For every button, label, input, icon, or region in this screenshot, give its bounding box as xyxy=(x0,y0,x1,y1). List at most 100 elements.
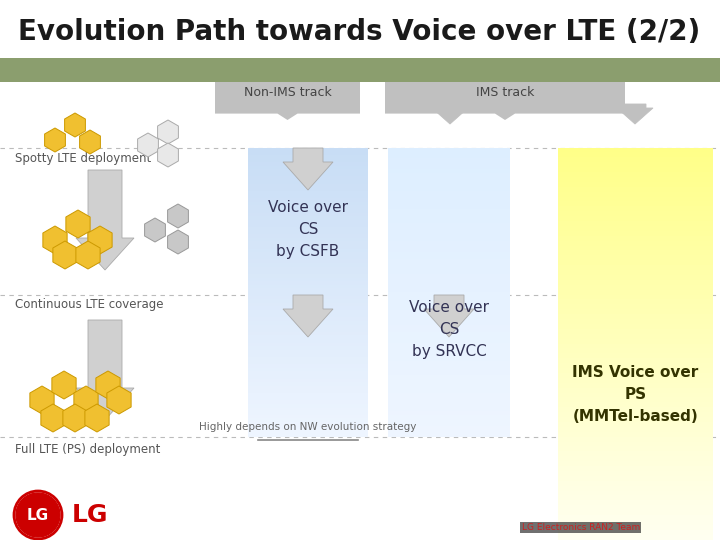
Text: Continuous LTE coverage: Continuous LTE coverage xyxy=(15,298,163,311)
Bar xyxy=(558,437,713,442)
Bar xyxy=(248,151,368,155)
Bar xyxy=(388,245,510,249)
Bar xyxy=(248,350,368,354)
Text: Highly depends on NW evolution strategy: Highly depends on NW evolution strategy xyxy=(199,422,417,432)
Bar xyxy=(388,238,510,242)
Polygon shape xyxy=(80,130,100,154)
Polygon shape xyxy=(145,218,166,242)
Polygon shape xyxy=(76,170,134,270)
Bar xyxy=(248,231,368,235)
Bar xyxy=(248,318,368,321)
Bar xyxy=(388,256,510,260)
Bar xyxy=(248,224,368,227)
Bar xyxy=(248,241,368,246)
Bar xyxy=(388,209,510,213)
Bar xyxy=(248,368,368,372)
Bar xyxy=(388,411,510,415)
Bar xyxy=(248,328,368,332)
Bar xyxy=(248,310,368,314)
Polygon shape xyxy=(53,241,77,269)
Bar xyxy=(388,325,510,329)
Polygon shape xyxy=(65,113,86,137)
Bar xyxy=(248,184,368,188)
Polygon shape xyxy=(138,133,158,157)
Bar xyxy=(248,278,368,282)
Bar xyxy=(248,198,368,202)
Bar xyxy=(248,357,368,361)
Bar xyxy=(248,303,368,307)
Polygon shape xyxy=(158,143,179,167)
Bar xyxy=(388,306,510,310)
Bar xyxy=(558,363,713,368)
Bar xyxy=(248,213,368,217)
Bar xyxy=(388,248,510,253)
Bar xyxy=(558,490,713,496)
Bar xyxy=(248,288,368,293)
Bar xyxy=(248,220,368,224)
Bar xyxy=(248,361,368,365)
Polygon shape xyxy=(30,386,54,414)
Bar xyxy=(248,342,368,347)
Circle shape xyxy=(16,493,60,537)
Bar xyxy=(248,191,368,195)
Bar xyxy=(388,321,510,325)
Bar xyxy=(248,201,368,206)
Circle shape xyxy=(14,491,62,539)
Text: IMS Voice over
PS
(MMTel-based): IMS Voice over PS (MMTel-based) xyxy=(572,365,698,424)
Bar xyxy=(388,274,510,278)
Bar xyxy=(388,328,510,332)
Bar xyxy=(248,216,368,220)
Polygon shape xyxy=(385,104,625,120)
Bar xyxy=(388,299,510,303)
Bar xyxy=(558,334,713,339)
Bar xyxy=(248,321,368,325)
Bar xyxy=(558,246,713,251)
Bar xyxy=(388,314,510,318)
Bar xyxy=(388,379,510,383)
Bar xyxy=(388,397,510,401)
Polygon shape xyxy=(63,404,87,432)
Bar xyxy=(248,306,368,310)
Bar xyxy=(558,476,713,481)
Bar xyxy=(388,166,510,170)
Bar xyxy=(558,285,713,290)
Bar xyxy=(248,177,368,180)
Bar xyxy=(248,332,368,336)
Bar xyxy=(558,182,713,187)
Bar xyxy=(248,335,368,340)
Bar xyxy=(558,241,713,246)
Bar xyxy=(388,180,510,184)
Bar xyxy=(388,158,510,163)
Bar xyxy=(558,192,713,197)
Bar xyxy=(558,319,713,325)
Bar xyxy=(558,353,713,359)
Bar xyxy=(558,427,713,432)
Bar xyxy=(558,216,713,221)
Bar xyxy=(558,495,713,501)
Bar xyxy=(388,231,510,235)
Text: LG: LG xyxy=(72,503,109,527)
Bar xyxy=(558,535,713,540)
Bar xyxy=(388,400,510,404)
Bar xyxy=(388,155,510,159)
Bar xyxy=(248,393,368,397)
Polygon shape xyxy=(158,120,179,144)
Bar xyxy=(248,209,368,213)
Bar xyxy=(388,227,510,231)
Bar xyxy=(248,426,368,430)
Bar xyxy=(558,162,713,167)
Bar xyxy=(248,263,368,267)
Bar xyxy=(558,525,713,530)
Bar xyxy=(388,285,510,289)
Bar xyxy=(388,408,510,411)
Bar xyxy=(388,281,510,285)
Bar xyxy=(558,378,713,383)
Bar xyxy=(248,252,368,256)
Bar xyxy=(248,248,368,253)
Bar xyxy=(558,417,713,422)
Bar xyxy=(388,278,510,282)
Bar xyxy=(558,172,713,178)
Bar xyxy=(248,292,368,296)
Bar xyxy=(248,404,368,408)
Bar xyxy=(248,274,368,278)
